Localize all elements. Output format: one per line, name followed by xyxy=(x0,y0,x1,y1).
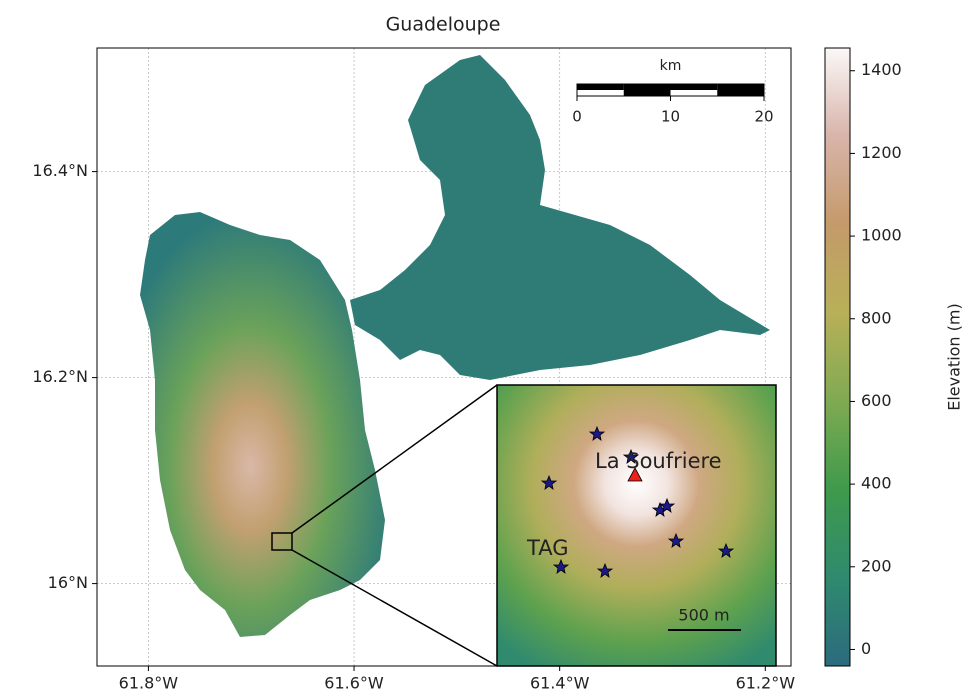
colorbar-tick-label: 1000 xyxy=(861,226,902,245)
scale-tick-label: 0 xyxy=(572,108,582,126)
stations xyxy=(540,425,735,578)
scale-bar-title: km xyxy=(660,58,682,74)
colorbar-tick-label: 200 xyxy=(861,556,892,575)
station xyxy=(717,542,735,558)
scale-bar: km 0 10 20 xyxy=(572,58,773,126)
x-tick-label: 61.8°W xyxy=(119,674,179,693)
colorbar-tick-label: 1200 xyxy=(861,143,902,162)
colorbar-tick-label: 0 xyxy=(861,639,871,658)
scale-segment xyxy=(623,84,671,90)
colorbar-label: Elevation (m) xyxy=(945,303,964,410)
inset-scale-label: 500 m xyxy=(678,606,729,625)
colorbar-tick-label: 800 xyxy=(861,308,892,327)
zoom-connector xyxy=(291,384,498,534)
axes-frame xyxy=(96,47,792,667)
scale-tick-label: 10 xyxy=(661,108,680,126)
y-tick-label: 16.2°N xyxy=(32,367,88,386)
zoom-connector xyxy=(291,549,498,667)
station-label: TAG xyxy=(526,536,568,560)
station xyxy=(667,532,685,548)
scale-segment xyxy=(717,84,764,90)
scale-segment xyxy=(717,90,764,96)
y-tick-label: 16°N xyxy=(48,573,88,592)
scale-tick-label: 20 xyxy=(754,108,773,126)
colorbar: 0 200 400 600 800 1000 1200 1400 Elevation (m) xyxy=(824,47,964,667)
map-title: Guadeloupe xyxy=(386,14,501,36)
x-tick-label: 61.4°W xyxy=(530,674,590,693)
zoom-box xyxy=(271,532,293,551)
station xyxy=(540,474,558,490)
colorbar-tick-label: 600 xyxy=(861,391,892,410)
peak-label: La Soufriere xyxy=(595,449,722,473)
station xyxy=(658,497,676,513)
scale-segment xyxy=(577,84,624,90)
basse-terre xyxy=(140,212,385,637)
inset-frame xyxy=(496,384,777,667)
station xyxy=(588,425,606,441)
scale-segment xyxy=(670,84,718,90)
scale-segment xyxy=(577,90,624,96)
inset-map: La Soufriere TAG 500 m xyxy=(496,384,777,667)
station xyxy=(596,562,614,578)
station xyxy=(622,448,640,464)
grande-terre xyxy=(350,55,770,380)
volcano-marker xyxy=(627,467,643,482)
scale-segment xyxy=(670,90,718,96)
y-tick-label: 16.4°N xyxy=(32,161,88,180)
x-tick-label: 61.2°W xyxy=(736,674,796,693)
x-tick-label: 61.6°W xyxy=(324,674,384,693)
colorbar-tick-label: 400 xyxy=(861,474,892,493)
colorbar-fill xyxy=(824,47,851,667)
scale-segment xyxy=(623,90,671,96)
station xyxy=(552,558,570,574)
colorbar-tick-label: 1400 xyxy=(861,60,902,79)
